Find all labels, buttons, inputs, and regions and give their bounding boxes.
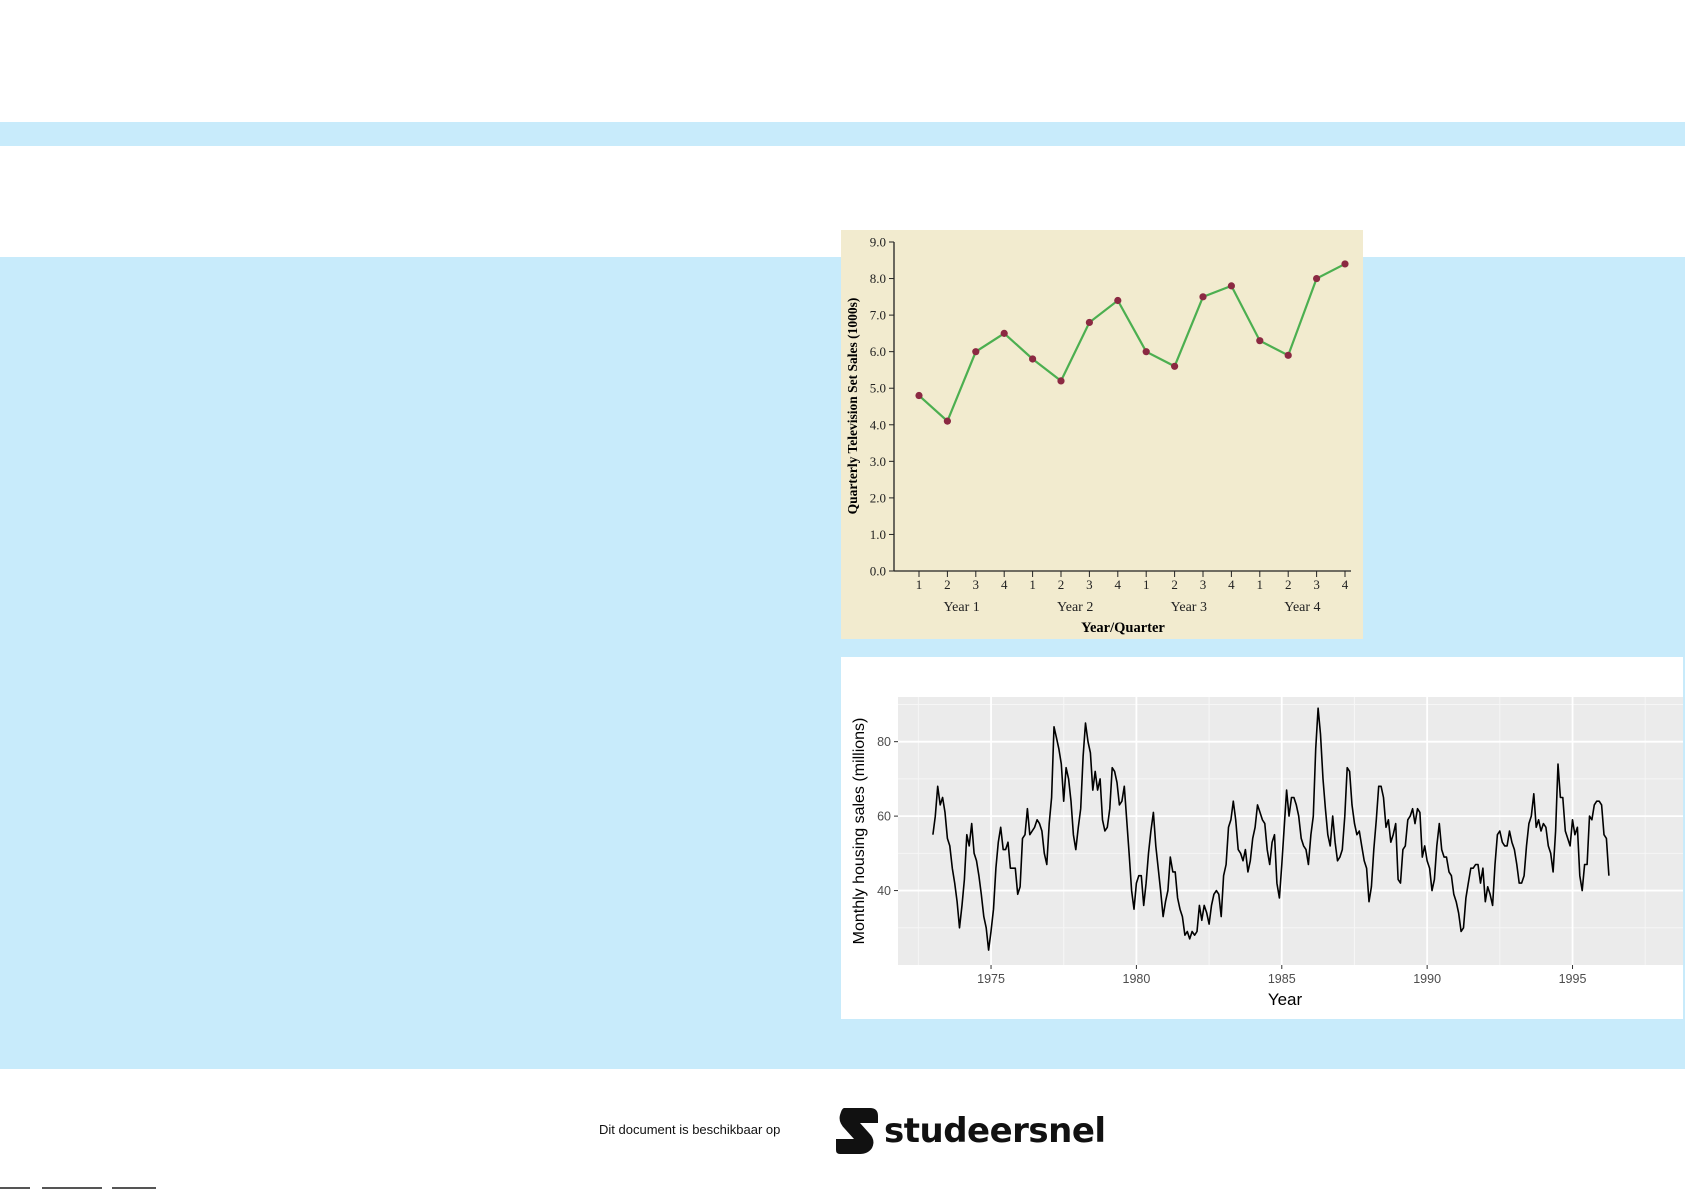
quarter-label: 4 [1228,577,1235,592]
quarter-label: 2 [944,577,951,592]
footer [0,1069,1685,1192]
data-point [915,391,923,400]
quarter-label: 2 [1058,577,1065,592]
year-label: Year 4 [1284,600,1320,615]
y-axis-label: Quarterly Television Set Sales (1000s) [845,298,860,515]
year-label: Year 2 [1057,600,1093,615]
footer-mark [0,1187,30,1189]
data-point [1142,348,1150,356]
footer-marks [0,1187,160,1190]
y-tick-label: 8.0 [870,271,886,286]
x-tick-label: 1990 [1413,972,1441,986]
data-point [1057,377,1065,385]
data-point [1199,293,1207,301]
quarter-label: 2 [1171,577,1178,592]
housing-sales-chart-panel: 1975 1980 1985 1990 1995 40 60 80 Monthly housi… [841,657,1683,1019]
x-axis-label: Year [1268,990,1303,1009]
data-point [1313,274,1321,283]
year-label: Year 3 [1171,600,1207,615]
quarter-label: 1 [916,577,923,592]
y-tick-label: 3.0 [870,454,886,469]
housing-sales-chart: 1975 1980 1985 1990 1995 40 60 80 Monthly housi… [851,697,1683,1009]
y-tick-label: 1.0 [870,527,886,542]
data-point [1256,337,1264,345]
x-tick-label: 1985 [1268,972,1296,986]
y-tick-label: 80 [877,735,891,749]
y-axis-label: Monthly housing sales (millions) [851,718,868,945]
data-point [1227,282,1235,290]
quarter-label: 1 [1257,577,1264,592]
tv-sales-chart: 0.0 1.0 2.0 3.0 4.0 5.0 6.0 7.0 8.0 9.0 1 2 3 4 1 2 3 4 1 2… [845,235,1351,636]
y-tick-label: 6.0 [870,344,886,359]
quarter-label: 3 [1200,577,1207,592]
quarter-label: 4 [1115,577,1122,592]
quarter-label: 1 [1029,577,1036,592]
y-tick-label: 4.0 [870,417,886,432]
x-tick-label: 1980 [1123,972,1151,986]
quarter-label: 3 [973,577,980,592]
footer-mark [42,1187,102,1189]
x-tick-label: 1995 [1559,972,1587,986]
studeersnel-link[interactable]: studeersnel [834,1106,1106,1156]
studeersnel-logo-icon [836,1108,878,1154]
y-tick-label: 7.0 [870,308,886,323]
tv-sales-line [918,262,1346,423]
quarter-label: 1 [1143,577,1150,592]
quarter-label: 3 [1086,577,1093,592]
y-tick-label: 40 [877,884,891,898]
tv-sales-chart-panel: 0.0 1.0 2.0 3.0 4.0 5.0 6.0 7.0 8.0 9.0 1 2 3 4 1 2 3 4 1 2… [841,230,1363,639]
footer-mark [112,1187,156,1189]
data-point [943,417,951,425]
data-point [972,348,980,356]
quarter-label: 3 [1313,577,1320,592]
housing-sales-line [932,707,1610,951]
data-point [1284,351,1292,359]
year-label: Year 1 [943,600,979,615]
brand-name: studeersnel [884,1111,1106,1151]
y-tick-label: 9.0 [870,235,886,250]
footer-text: Dit document is beschikbaar op [599,1122,781,1137]
quarter-label: 2 [1285,577,1292,592]
data-point [1029,355,1037,363]
y-tick-label: 5.0 [870,381,886,396]
y-tick-label: 60 [877,810,891,824]
x-tick-label: 1975 [977,972,1005,986]
data-point [1114,296,1122,305]
y-tick-label: 2.0 [870,490,886,505]
data-point [1341,260,1349,268]
y-tick-label: 0.0 [870,564,886,579]
x-axis-label: Year/Quarter [1081,620,1165,636]
page-band-top [0,122,1685,146]
quarter-label: 4 [1001,577,1008,592]
quarter-label: 4 [1342,577,1349,592]
data-point [1000,329,1008,337]
data-point [1085,318,1093,327]
data-point [1171,362,1179,370]
